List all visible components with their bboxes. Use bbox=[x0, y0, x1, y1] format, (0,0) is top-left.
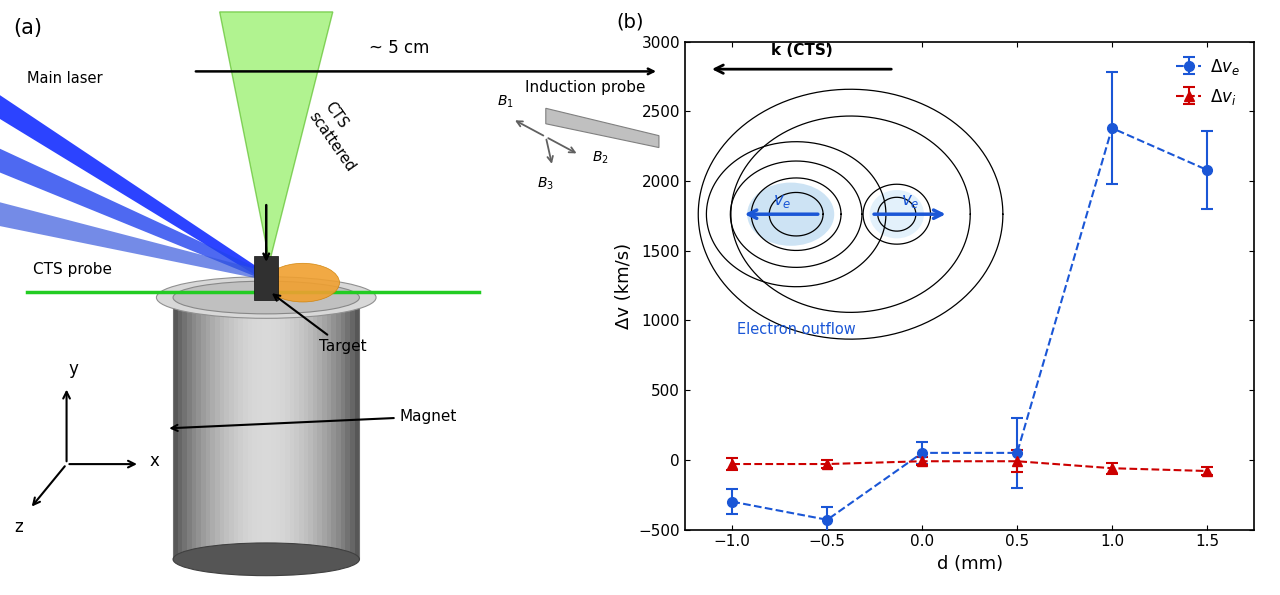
Bar bbox=[337, 298, 340, 559]
Ellipse shape bbox=[173, 543, 360, 576]
Text: $B_2$: $B_2$ bbox=[593, 149, 609, 166]
Polygon shape bbox=[0, 202, 262, 280]
Text: (a): (a) bbox=[13, 18, 42, 38]
Bar bbox=[266, 298, 271, 559]
Bar bbox=[340, 298, 346, 559]
Bar bbox=[229, 298, 234, 559]
Text: Electron outflow: Electron outflow bbox=[737, 322, 855, 337]
X-axis label: d (mm): d (mm) bbox=[937, 555, 1002, 573]
Text: $v_e$: $v_e$ bbox=[773, 192, 792, 211]
Bar bbox=[178, 298, 182, 559]
Bar bbox=[187, 298, 192, 559]
Polygon shape bbox=[0, 95, 262, 280]
Bar bbox=[326, 298, 332, 559]
Text: Target: Target bbox=[274, 295, 367, 354]
Bar bbox=[298, 298, 303, 559]
Text: Main laser: Main laser bbox=[27, 71, 102, 86]
Bar bbox=[201, 298, 206, 559]
Bar bbox=[317, 298, 323, 559]
Text: x: x bbox=[150, 452, 160, 470]
Ellipse shape bbox=[156, 277, 376, 318]
Bar bbox=[355, 298, 360, 559]
Text: $v_e$: $v_e$ bbox=[901, 192, 919, 211]
Text: 110 J × 3: 110 J × 3 bbox=[29, 118, 100, 132]
Bar bbox=[312, 298, 317, 559]
Bar bbox=[332, 298, 337, 559]
Ellipse shape bbox=[869, 190, 924, 239]
Polygon shape bbox=[220, 12, 333, 262]
Polygon shape bbox=[0, 149, 262, 280]
Legend: $\Delta v_e$, $\Delta v_i$: $\Delta v_e$, $\Delta v_i$ bbox=[1170, 50, 1245, 113]
Bar bbox=[234, 298, 238, 559]
Bar bbox=[294, 298, 298, 559]
Bar bbox=[285, 298, 289, 559]
Bar bbox=[192, 298, 196, 559]
Bar bbox=[346, 298, 351, 559]
Bar bbox=[215, 298, 220, 559]
Text: $B_3$: $B_3$ bbox=[538, 176, 554, 192]
Bar bbox=[210, 298, 215, 559]
Text: y: y bbox=[68, 360, 78, 378]
Text: Magnet: Magnet bbox=[172, 409, 457, 431]
Y-axis label: Δv (km/s): Δv (km/s) bbox=[614, 243, 632, 328]
Bar bbox=[182, 298, 187, 559]
Ellipse shape bbox=[748, 183, 835, 246]
Bar bbox=[303, 298, 308, 559]
Bar bbox=[280, 298, 285, 559]
Bar bbox=[308, 298, 312, 559]
Bar bbox=[323, 298, 326, 559]
Bar bbox=[289, 298, 294, 559]
Bar bbox=[247, 298, 252, 559]
Text: CTS
scattered: CTS scattered bbox=[306, 99, 374, 175]
Bar bbox=[206, 298, 210, 559]
Bar bbox=[257, 298, 261, 559]
Bar bbox=[351, 298, 355, 559]
Text: 500 ps: 500 ps bbox=[29, 151, 82, 165]
Bar bbox=[271, 298, 275, 559]
Bar bbox=[255, 256, 278, 300]
Bar bbox=[252, 298, 257, 559]
Text: CTS probe: CTS probe bbox=[33, 262, 113, 277]
Bar bbox=[243, 298, 247, 559]
Bar bbox=[220, 298, 224, 559]
Text: k (CTS): k (CTS) bbox=[771, 43, 832, 58]
Bar bbox=[261, 298, 266, 559]
Text: Induction probe: Induction probe bbox=[526, 80, 646, 95]
Text: (b): (b) bbox=[617, 13, 644, 32]
Ellipse shape bbox=[173, 281, 360, 314]
Bar bbox=[224, 298, 229, 559]
Bar bbox=[275, 298, 280, 559]
Bar bbox=[196, 298, 201, 559]
Text: ~ 5 cm: ~ 5 cm bbox=[369, 39, 430, 57]
Bar bbox=[173, 298, 178, 559]
Bar bbox=[238, 298, 243, 559]
Polygon shape bbox=[545, 108, 659, 148]
Text: z: z bbox=[14, 518, 23, 536]
Text: $B_1$: $B_1$ bbox=[498, 93, 515, 110]
Ellipse shape bbox=[266, 263, 339, 302]
